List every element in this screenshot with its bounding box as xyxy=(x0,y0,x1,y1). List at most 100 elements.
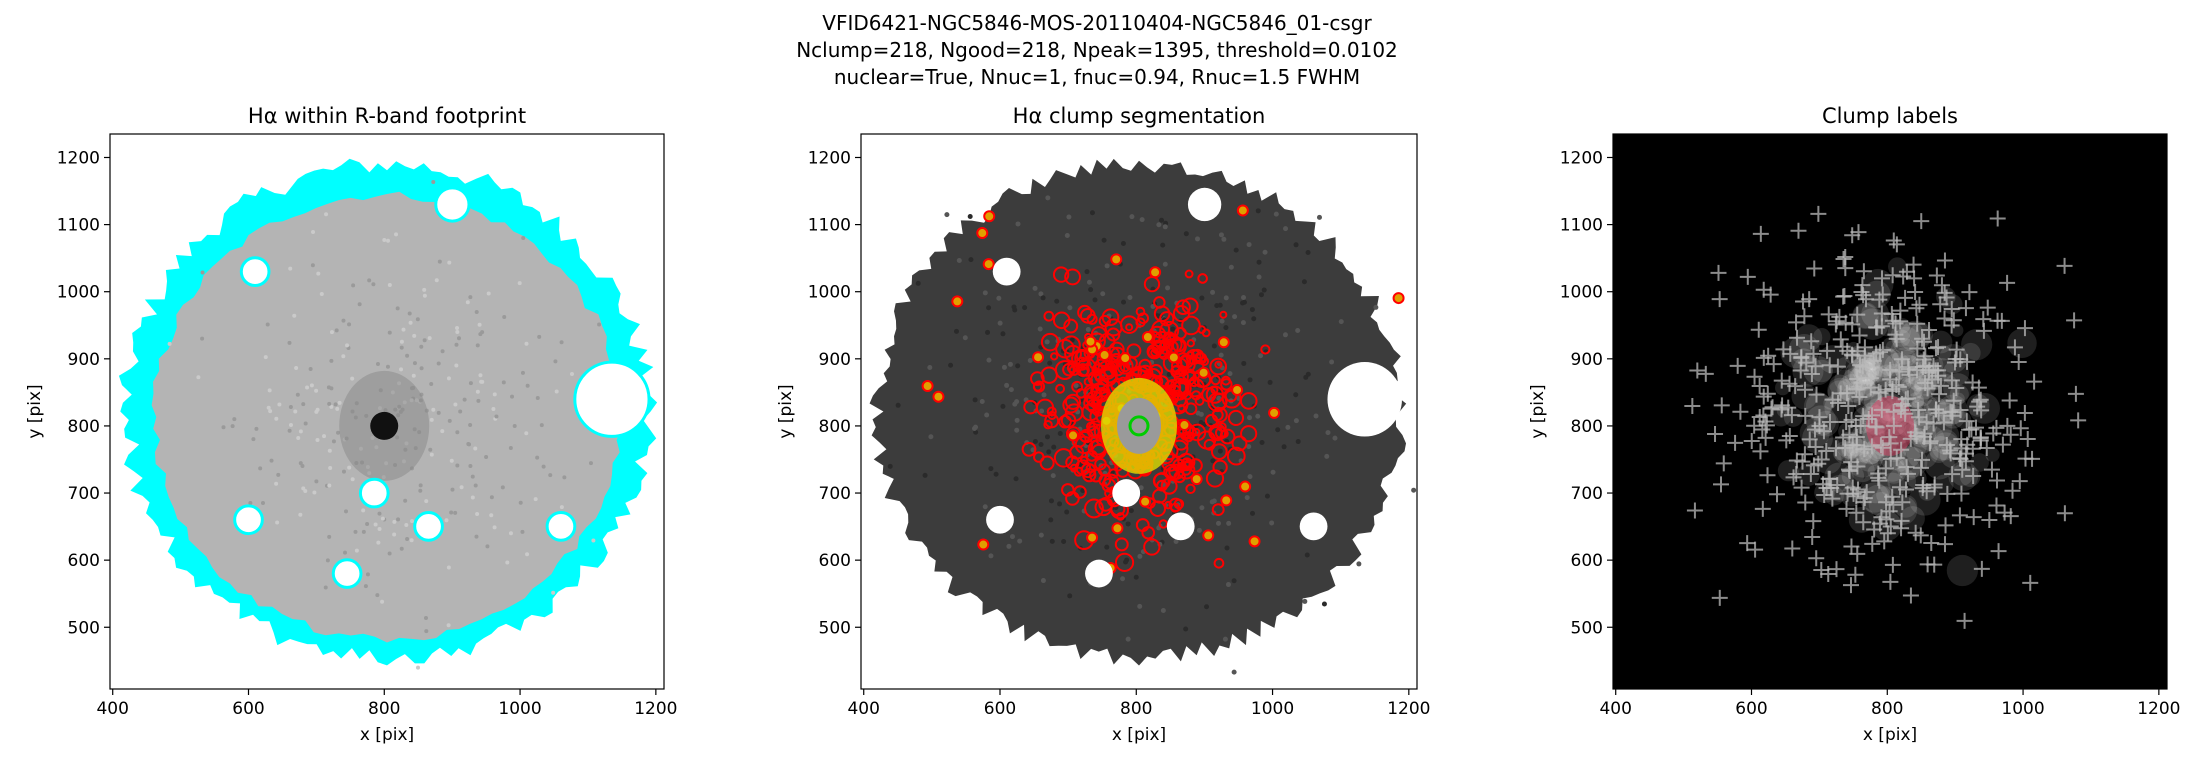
peak-marker xyxy=(1842,577,1859,594)
peak-marker xyxy=(1805,345,1822,362)
peak-marker xyxy=(1843,411,1860,428)
peak-marker xyxy=(1874,270,1890,287)
noise xyxy=(382,237,387,242)
clump-contour xyxy=(1152,488,1168,504)
noise xyxy=(327,401,332,406)
peak-marker xyxy=(1908,428,1925,445)
peak-marker xyxy=(1999,417,2016,434)
peak-marker xyxy=(1850,481,1867,498)
noise xyxy=(492,525,497,530)
noise xyxy=(1249,307,1255,313)
noise xyxy=(1006,543,1012,549)
clump-contour xyxy=(1106,327,1121,342)
noise xyxy=(429,452,434,457)
noise xyxy=(440,429,445,434)
mask-hole xyxy=(1327,362,1402,437)
noise xyxy=(985,329,991,335)
noise xyxy=(1156,222,1162,228)
label-haze xyxy=(1970,453,1989,472)
clump-contour xyxy=(1109,360,1126,377)
noise xyxy=(993,471,999,477)
noise xyxy=(410,519,415,524)
noise xyxy=(419,366,424,371)
y-tick-label: 600 xyxy=(819,551,851,571)
subplot-title: Hα clump segmentation xyxy=(1013,104,1266,128)
peak-marker xyxy=(1952,401,1969,418)
peak-marker xyxy=(1810,205,1827,222)
peak-marker xyxy=(1890,378,1907,395)
suptitle: VFID6421-NGC5846-MOS-20110404-NGC5846_01… xyxy=(822,11,1372,35)
noise xyxy=(1017,538,1023,544)
peak-marker xyxy=(1951,507,1968,524)
noise xyxy=(412,333,417,338)
noise xyxy=(399,339,404,344)
noise xyxy=(446,565,451,570)
peak-marker xyxy=(1868,345,1885,362)
peak-marker xyxy=(1711,589,1728,606)
clump-contour xyxy=(1021,442,1037,457)
clump-contour xyxy=(1184,402,1198,416)
noise xyxy=(1104,544,1110,550)
peak-marker xyxy=(1752,443,1769,460)
noise xyxy=(275,520,280,525)
noise xyxy=(1057,431,1063,437)
clump-contour xyxy=(1226,446,1246,466)
clump-contour xyxy=(1052,266,1070,283)
noise xyxy=(455,329,460,334)
clump-contour xyxy=(1149,364,1164,378)
peak-marker xyxy=(1754,500,1771,517)
clump-contour xyxy=(1164,380,1177,393)
noise xyxy=(478,373,483,378)
peak-marker xyxy=(1865,352,1882,369)
peak-marker xyxy=(1965,467,1982,484)
noise xyxy=(1332,435,1338,441)
noise xyxy=(1241,360,1247,366)
noise xyxy=(1211,343,1217,349)
label-haze xyxy=(1829,374,1851,396)
noise xyxy=(1051,444,1057,450)
noise xyxy=(1217,302,1223,308)
clump-contour xyxy=(1044,413,1060,429)
clump-contour xyxy=(1094,457,1107,471)
peak-marker xyxy=(2056,505,2073,522)
noise xyxy=(319,291,324,296)
clump-contour xyxy=(1079,366,1089,377)
peak-marker xyxy=(1788,314,1805,331)
noise xyxy=(315,437,320,442)
noise xyxy=(337,400,342,405)
label-haze xyxy=(1825,437,1840,452)
noise xyxy=(1064,232,1070,238)
noise xyxy=(537,334,542,339)
noise xyxy=(305,385,310,390)
clump-contour xyxy=(1202,529,1215,542)
noise xyxy=(376,540,381,545)
noise xyxy=(454,363,459,368)
peak-marker xyxy=(1879,525,1896,542)
clump-contour xyxy=(1046,406,1057,417)
peak-marker xyxy=(1784,540,1801,557)
noise xyxy=(1313,413,1319,419)
noise xyxy=(1269,520,1275,526)
peak-marker xyxy=(1856,490,1873,507)
noise xyxy=(948,362,954,368)
peak-marker xyxy=(1855,263,1872,280)
peak-marker xyxy=(1797,407,1814,424)
noise xyxy=(1064,509,1070,515)
noise xyxy=(298,461,303,466)
peak-marker xyxy=(1888,236,1905,253)
noise xyxy=(1204,604,1210,610)
peak-marker xyxy=(1820,306,1837,323)
noise xyxy=(1048,498,1054,504)
peak-marker xyxy=(2002,508,2019,525)
peak-marker xyxy=(1818,443,1835,460)
label-haze xyxy=(1894,494,1918,518)
clump-contour xyxy=(1069,463,1079,473)
noise xyxy=(401,327,406,332)
peak-marker xyxy=(1739,268,1756,285)
peak-marker xyxy=(1882,518,1899,535)
noise xyxy=(269,458,274,463)
peak-marker xyxy=(1732,403,1749,420)
x-tick-label: 400 xyxy=(96,699,128,719)
peak-marker xyxy=(1872,437,1889,454)
peak-marker xyxy=(1855,287,1872,304)
